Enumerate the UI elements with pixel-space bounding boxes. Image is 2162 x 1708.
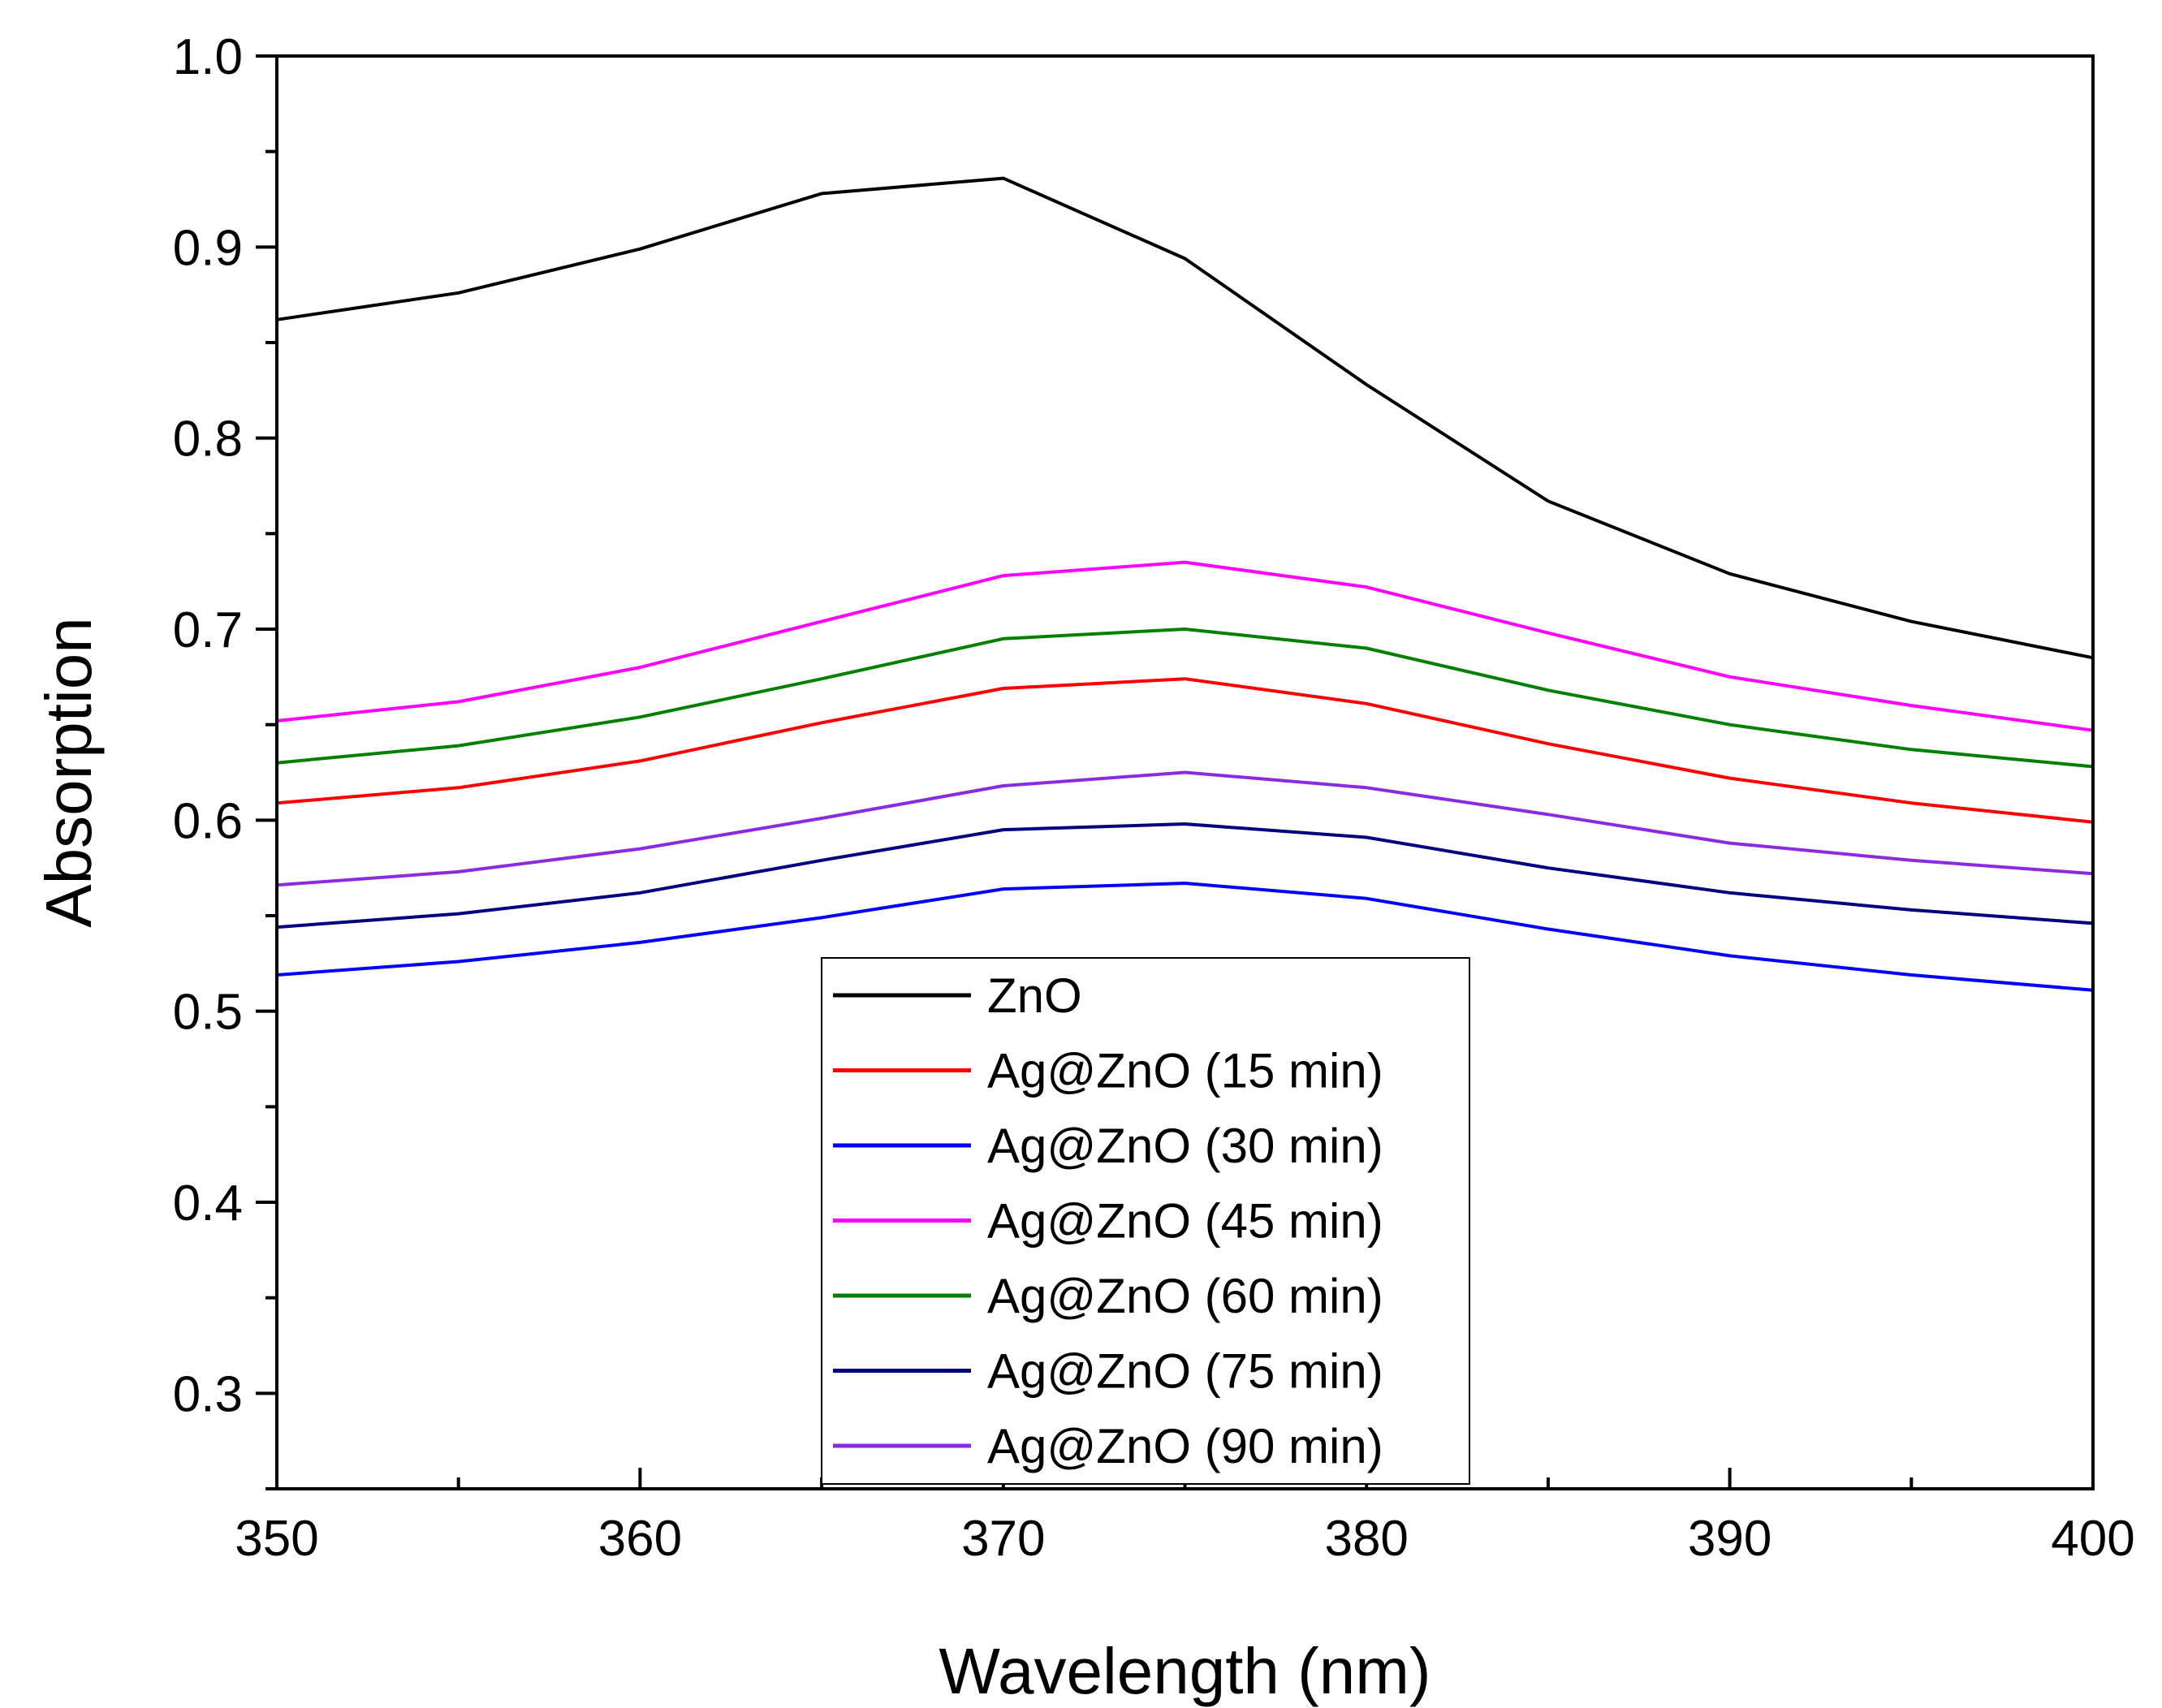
legend-item: Ag@ZnO (30 min) bbox=[833, 1119, 1383, 1173]
y-tick-label: 0.5 bbox=[173, 985, 243, 1041]
y-tick-label: 0.3 bbox=[173, 1366, 243, 1422]
legend-item: Ag@ZnO (15 min) bbox=[833, 1044, 1383, 1098]
legend-label: Ag@ZnO (45 min) bbox=[987, 1194, 1383, 1249]
y-tick-label: 0.4 bbox=[173, 1175, 243, 1231]
legend-item: Ag@ZnO (90 min) bbox=[833, 1419, 1383, 1473]
legend-label: ZnO bbox=[987, 968, 1082, 1023]
x-tick-label: 390 bbox=[1688, 1511, 1771, 1567]
legend-item: Ag@ZnO (75 min) bbox=[833, 1344, 1383, 1399]
legend-item: ZnO bbox=[833, 968, 1082, 1023]
legend-label: Ag@ZnO (75 min) bbox=[987, 1344, 1383, 1399]
series-line-ag-zno-15-min bbox=[276, 677, 2094, 824]
y-tick-label: 0.7 bbox=[173, 602, 243, 658]
y-tick-label: 0.9 bbox=[173, 220, 243, 276]
plot-frame bbox=[275, 54, 2095, 1490]
x-tick-label: 360 bbox=[598, 1511, 682, 1567]
legend-item: Ag@ZnO (45 min) bbox=[833, 1194, 1383, 1249]
y-axis-title: Absorption bbox=[32, 617, 105, 927]
legend-item: Ag@ZnO (60 min) bbox=[833, 1269, 1383, 1323]
y-tick-label: 0.8 bbox=[173, 412, 243, 468]
series-line-ag-zno-90-min bbox=[276, 770, 2094, 887]
series-lines bbox=[276, 176, 2094, 992]
series-line-ag-zno-60-min bbox=[276, 628, 2094, 769]
legend-label: Ag@ZnO (90 min) bbox=[987, 1419, 1383, 1473]
x-tick-label: 350 bbox=[235, 1511, 318, 1567]
legend: ZnO Ag@ZnO (15 min) Ag@ZnO (30 min) Ag@ZnO … bbox=[821, 957, 1470, 1485]
y-tick-label: 1.0 bbox=[173, 29, 243, 85]
legend-label: Ag@ZnO (15 min) bbox=[987, 1044, 1383, 1098]
series-line-zno bbox=[276, 176, 2094, 660]
y-tick-label: 0.6 bbox=[173, 793, 243, 849]
series-line-ag-zno-45-min bbox=[276, 560, 2094, 732]
y-axis-ticks: 0.3 0.4 0.5 0.6 0.7 0.8 0.9 1.0 bbox=[173, 29, 277, 1490]
series-line-ag-zno-30-min bbox=[276, 882, 2094, 992]
x-tick-label: 370 bbox=[961, 1511, 1045, 1567]
x-tick-label: 400 bbox=[2051, 1511, 2134, 1567]
x-axis-ticks: 350 360 370 380 390 400 bbox=[235, 1468, 2135, 1567]
x-axis-title: Wavelength (nm) bbox=[939, 1635, 1431, 1707]
x-tick-label: 380 bbox=[1324, 1511, 1408, 1567]
legend-label: Ag@ZnO (60 min) bbox=[987, 1269, 1383, 1323]
legend-label: Ag@ZnO (30 min) bbox=[987, 1119, 1383, 1173]
series-line-ag-zno-75-min bbox=[276, 822, 2094, 929]
